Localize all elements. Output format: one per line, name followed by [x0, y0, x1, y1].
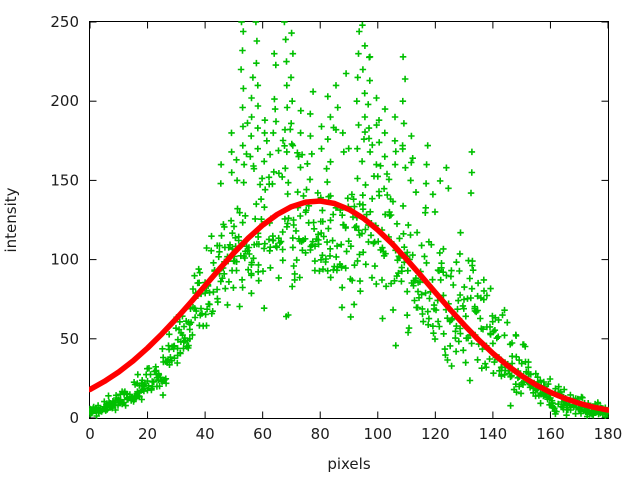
y-axis-title: intensity	[2, 187, 20, 252]
y-tick-label: 150	[50, 171, 79, 189]
x-tick-label: 80	[311, 425, 330, 443]
axis-ticks	[89, 21, 609, 419]
x-tick-label: 20	[138, 425, 157, 443]
fit-curve-line	[89, 198, 609, 413]
plot-border	[89, 21, 609, 419]
y-tick-label: 250	[50, 13, 79, 31]
y-tick-label: 100	[50, 251, 79, 269]
x-tick-label: 160	[536, 425, 565, 443]
x-tick-label: 60	[253, 425, 272, 443]
y-tick-label: 0	[69, 409, 79, 427]
scatter-plus-markers	[89, 21, 609, 419]
scatter-series	[89, 21, 609, 419]
y-tick-label: 50	[60, 330, 79, 348]
x-tick-label: 0	[85, 425, 95, 443]
x-tick-label: 100	[363, 425, 392, 443]
fit-curve-series	[89, 198, 609, 413]
y-tick-label: 200	[50, 92, 79, 110]
x-tick-label: 180	[594, 425, 623, 443]
x-tick-label: 40	[196, 425, 215, 443]
x-axis-title: pixels	[327, 455, 371, 473]
x-tick-label: 120	[421, 425, 450, 443]
x-tick-label: 140	[479, 425, 508, 443]
tick-labels: 0 20 40 60 80 100 120 140 160 180 0 50 100 150 200 250	[50, 13, 622, 443]
